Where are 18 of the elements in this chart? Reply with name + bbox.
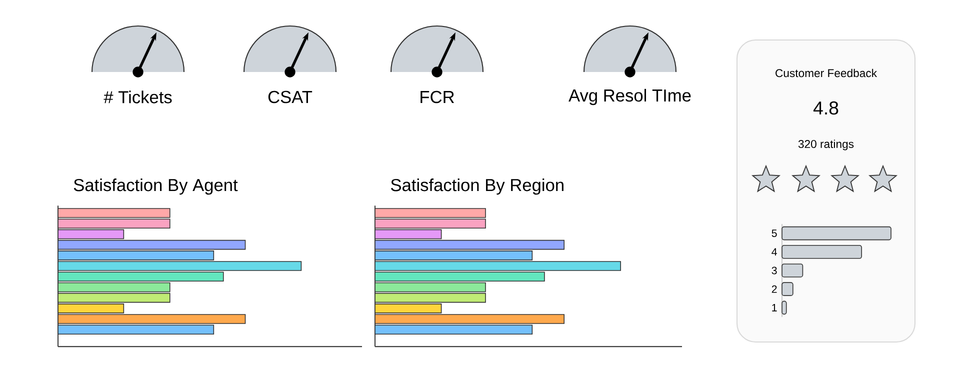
y-tick-label: 2 bbox=[772, 285, 777, 293]
y-tick-label: 1 bbox=[772, 304, 777, 312]
text: 320 ratings bbox=[798, 140, 854, 150]
text: 4.8 bbox=[813, 101, 838, 115]
y-tick-label: 3 bbox=[772, 266, 777, 274]
text: Avg Resol TIme bbox=[568, 88, 691, 106]
y-tick-label: 5 bbox=[772, 230, 777, 238]
text: CSAT bbox=[268, 90, 312, 104]
y-tick-label: 4 bbox=[772, 248, 777, 256]
bar bbox=[782, 226, 892, 240]
chart-title: Satisfaction By Agent bbox=[74, 178, 238, 195]
chart-title: Satisfaction By Region bbox=[391, 178, 564, 195]
text: # Tickets bbox=[104, 90, 172, 104]
bar bbox=[782, 264, 804, 278]
text: FCR bbox=[420, 90, 454, 104]
bar bbox=[782, 282, 794, 296]
chart-title: Customer Feedback bbox=[776, 68, 878, 78]
bar bbox=[782, 244, 862, 259]
